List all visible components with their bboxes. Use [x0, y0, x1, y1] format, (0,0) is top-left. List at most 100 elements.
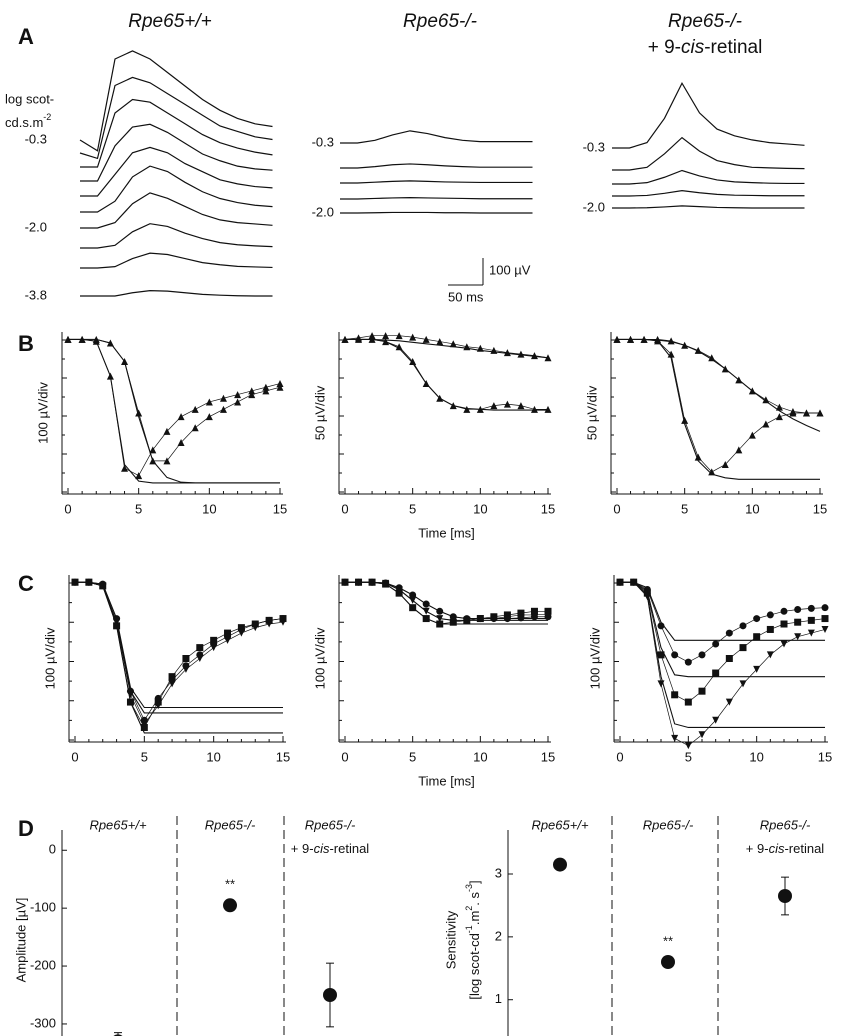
marker	[712, 640, 720, 648]
marker	[766, 651, 774, 659]
y-axis-label-part: ]	[467, 880, 482, 884]
data-line	[345, 339, 548, 410]
data-point	[661, 955, 675, 969]
marker	[802, 409, 810, 417]
marker	[422, 335, 430, 343]
panel-title: Rpe65+/+	[128, 11, 211, 32]
marker	[753, 615, 761, 623]
category-label-part: -retinal	[329, 841, 369, 856]
level-label: -2.0	[312, 204, 334, 219]
panel-title-part: cis	[681, 37, 705, 58]
marker	[409, 333, 417, 341]
data-line	[344, 335, 549, 359]
marker	[725, 629, 733, 637]
y-axis-label: 100 µV/div	[312, 627, 327, 689]
marker	[671, 651, 679, 659]
marker	[234, 398, 242, 406]
trace	[612, 81, 805, 149]
y-axis-label-part: -3	[464, 884, 474, 892]
marker	[684, 658, 692, 666]
marker	[712, 669, 720, 677]
marker	[205, 398, 213, 406]
marker	[780, 620, 788, 628]
level-label: -0.3	[25, 131, 47, 146]
trace	[612, 205, 805, 209]
marker	[163, 457, 171, 465]
category-label: Rpe65+/+	[531, 817, 589, 832]
y-axis-label: Sensitivity	[443, 910, 458, 969]
marker	[196, 651, 204, 659]
y-axis-label: 50 µV/div	[312, 385, 327, 440]
significance: **	[225, 877, 235, 892]
marker	[821, 604, 829, 612]
trace	[80, 98, 273, 168]
fit-line	[75, 581, 283, 714]
marker	[821, 615, 829, 623]
y-tick-label: 3	[495, 865, 502, 880]
x-tick-label: 0	[341, 749, 348, 764]
trace	[79, 76, 273, 160]
panel-title-part: -retinal	[704, 37, 762, 58]
marker	[739, 644, 747, 652]
category-label: Rpe65-/-	[205, 817, 256, 832]
trace	[80, 192, 273, 229]
marker	[698, 687, 706, 695]
x-tick-label: 5	[685, 749, 692, 764]
marker	[191, 424, 199, 432]
marker	[753, 665, 761, 673]
marker	[766, 625, 774, 633]
fit-line	[620, 581, 825, 729]
marker	[530, 607, 538, 615]
marker	[671, 734, 679, 742]
marker	[748, 431, 756, 439]
panel-title: + 9-cis-retinal	[648, 37, 763, 58]
marker	[735, 446, 743, 454]
marker	[154, 702, 162, 710]
category-label: + 9-cis-retinal	[746, 841, 825, 856]
marker	[517, 402, 525, 410]
marker	[530, 613, 538, 621]
trace	[612, 169, 805, 185]
marker	[698, 731, 706, 739]
x-tick-label: 5	[409, 749, 416, 764]
marker	[210, 640, 218, 648]
unit-label: log scot-	[5, 91, 54, 106]
marker	[262, 383, 270, 391]
panel-letter: A	[18, 24, 34, 49]
marker	[780, 607, 788, 615]
fit-line	[345, 581, 548, 620]
marker	[708, 468, 716, 476]
marker	[490, 402, 498, 410]
marker	[276, 380, 284, 388]
x-tick-label: 15	[541, 501, 555, 516]
trace	[80, 146, 273, 197]
data-line	[617, 339, 820, 414]
x-tick-label: 0	[616, 749, 623, 764]
marker	[395, 343, 403, 351]
data-line	[617, 339, 820, 473]
panel-title: Rpe65-/-	[668, 11, 742, 32]
y-axis-label-part: 2	[464, 906, 474, 911]
x-tick-label: 10	[749, 749, 763, 764]
fit-line	[75, 581, 283, 734]
marker	[265, 616, 273, 624]
panel-letter: C	[18, 571, 34, 596]
level-label: -2.0	[583, 199, 605, 214]
y-axis-label-part: .m	[467, 911, 482, 925]
trace	[340, 180, 533, 184]
trace	[340, 163, 533, 169]
trace	[79, 50, 273, 152]
marker	[821, 625, 829, 633]
trace	[80, 252, 273, 269]
marker	[739, 622, 747, 630]
marker	[684, 742, 692, 750]
x-tick-label: 5	[409, 501, 416, 516]
marker	[816, 409, 824, 417]
trace	[80, 223, 273, 249]
scale-label: 50 ms	[448, 289, 484, 304]
marker	[135, 472, 143, 480]
marker	[463, 405, 471, 413]
marker	[794, 618, 802, 626]
level-label: -2.0	[25, 219, 47, 234]
marker	[248, 387, 256, 395]
